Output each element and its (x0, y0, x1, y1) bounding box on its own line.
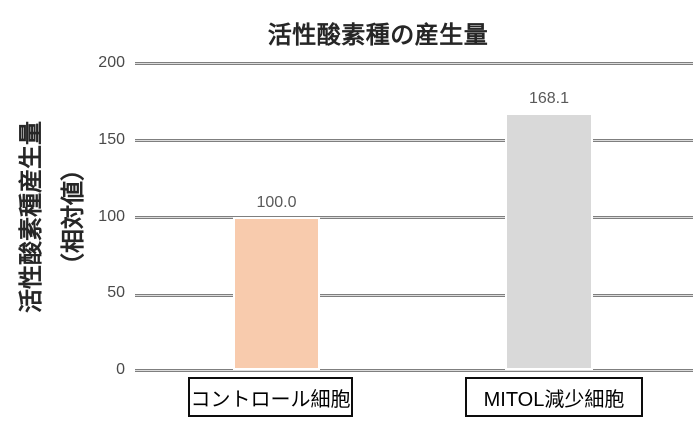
bar-mitol-reduced-cells (505, 113, 593, 370)
y-tick-200: 200 (98, 54, 125, 71)
gridline-200 (135, 62, 693, 65)
y-axis-label: 活性酸素種産生量 （相対値） (11, 121, 95, 313)
y-tick-100: 100 (98, 208, 125, 225)
bar-group-mitol-reduced-cells: 168.1 (505, 60, 593, 370)
gridline-50 (135, 293, 693, 297)
category-label-control-cells: コントロール細胞 (188, 377, 353, 417)
bar-value-label-control-cells: 100.0 (256, 194, 297, 211)
plot-area: 100.0 168.1 (135, 62, 693, 372)
gridline-100 (135, 216, 693, 219)
y-axis-label-line2: （相対値） (60, 157, 87, 277)
category-label-mitol-reduced-cells: MITOL減少細胞 (465, 377, 643, 417)
y-tick-150: 150 (98, 131, 125, 148)
y-axis-label-line1: 活性酸素種産生量 (18, 121, 45, 313)
gridline-150 (135, 138, 693, 142)
y-tick-50: 50 (107, 284, 125, 301)
bar-group-control-cells: 100.0 (233, 60, 320, 370)
gridline-0-baseline (135, 369, 693, 372)
chart-title: 活性酸素種の産生量 (267, 22, 489, 49)
y-tick-0: 0 (116, 361, 125, 378)
bar-value-label-mitol-reduced-cells: 168.1 (528, 90, 570, 107)
bar-control-cells (233, 217, 320, 370)
